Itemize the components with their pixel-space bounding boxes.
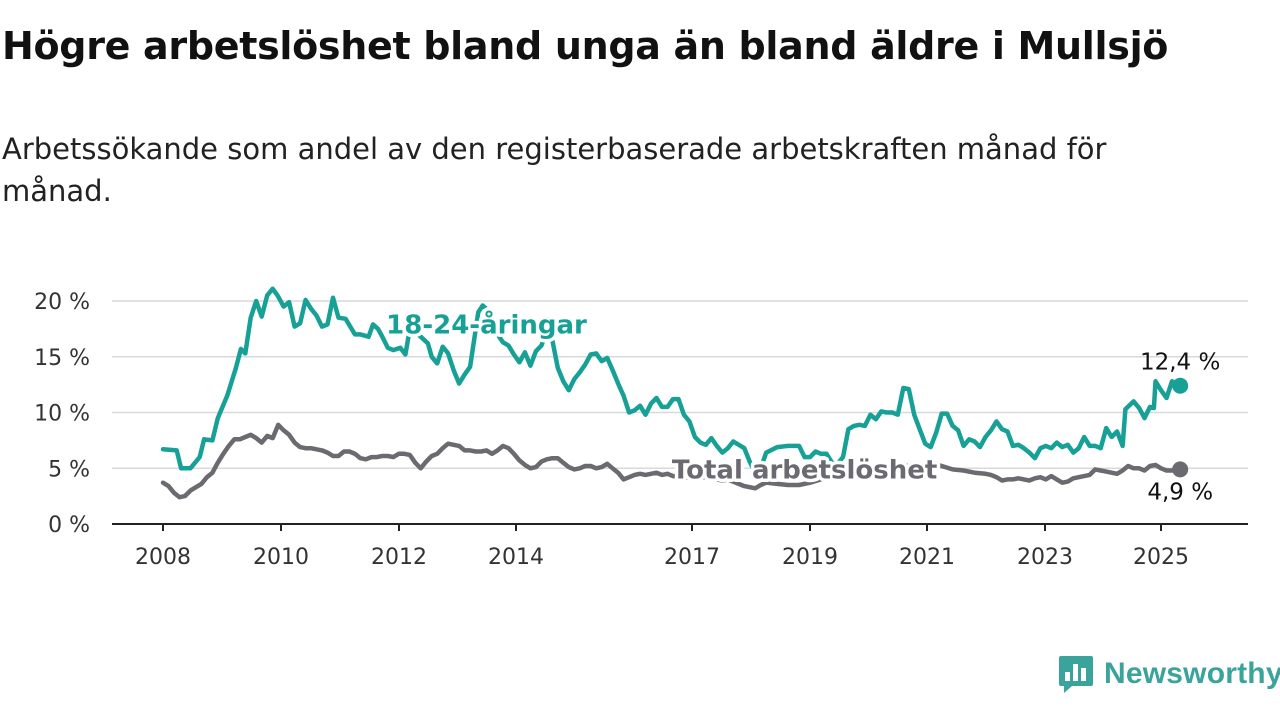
x-tick-label: 2012 bbox=[371, 545, 427, 570]
x-tick-label: 2025 bbox=[1133, 545, 1189, 570]
x-axis: 2008 2010 2012 2014 2017 2019 2021 2023 2025 bbox=[112, 523, 1248, 570]
y-tick-label: 0 % bbox=[48, 513, 90, 538]
x-tick-label: 2019 bbox=[782, 545, 838, 570]
series-annotations: 18-24-åringar Total arbetslöshet 12,4 % 4,9… bbox=[383, 305, 1221, 505]
series-label-total: Total arbetslöshet bbox=[672, 455, 937, 485]
bar-chart-logo-icon bbox=[1059, 656, 1093, 693]
x-tick-label: 2010 bbox=[253, 545, 309, 570]
x-tick-label: 2014 bbox=[488, 545, 544, 570]
y-tick-label: 10 % bbox=[34, 402, 90, 427]
end-label-youth: 12,4 % bbox=[1140, 350, 1220, 376]
series-line-youth bbox=[160, 286, 1183, 475]
y-tick-label: 5 % bbox=[48, 457, 90, 482]
end-label-total: 4,9 % bbox=[1147, 479, 1213, 505]
brand-name: Newsworthy bbox=[1104, 657, 1280, 690]
brand-logo: Newsworthy bbox=[1058, 654, 1280, 694]
series-label-youth: 18-24-åringar bbox=[386, 308, 587, 340]
x-tick-label: 2023 bbox=[1017, 545, 1073, 570]
chart-subtitle: Arbetssökande som andel av den registerb… bbox=[2, 132, 1107, 208]
end-point-total bbox=[1172, 461, 1189, 478]
x-tick-label: 2017 bbox=[664, 545, 720, 570]
grid-lines bbox=[112, 300, 1248, 469]
y-axis-labels: 0 % 5 % 10 % 15 % 20 % bbox=[34, 290, 90, 538]
series-lines bbox=[160, 286, 1189, 500]
x-tick-label: 2021 bbox=[899, 545, 955, 570]
series-line-total bbox=[160, 422, 1183, 500]
y-tick-label: 15 % bbox=[34, 346, 90, 371]
chart-title: Högre arbetslöshet bland unga än bland ä… bbox=[2, 24, 1169, 68]
y-tick-label: 20 % bbox=[34, 290, 90, 315]
x-tick-label: 2008 bbox=[135, 545, 191, 570]
end-point-youth bbox=[1172, 377, 1189, 394]
